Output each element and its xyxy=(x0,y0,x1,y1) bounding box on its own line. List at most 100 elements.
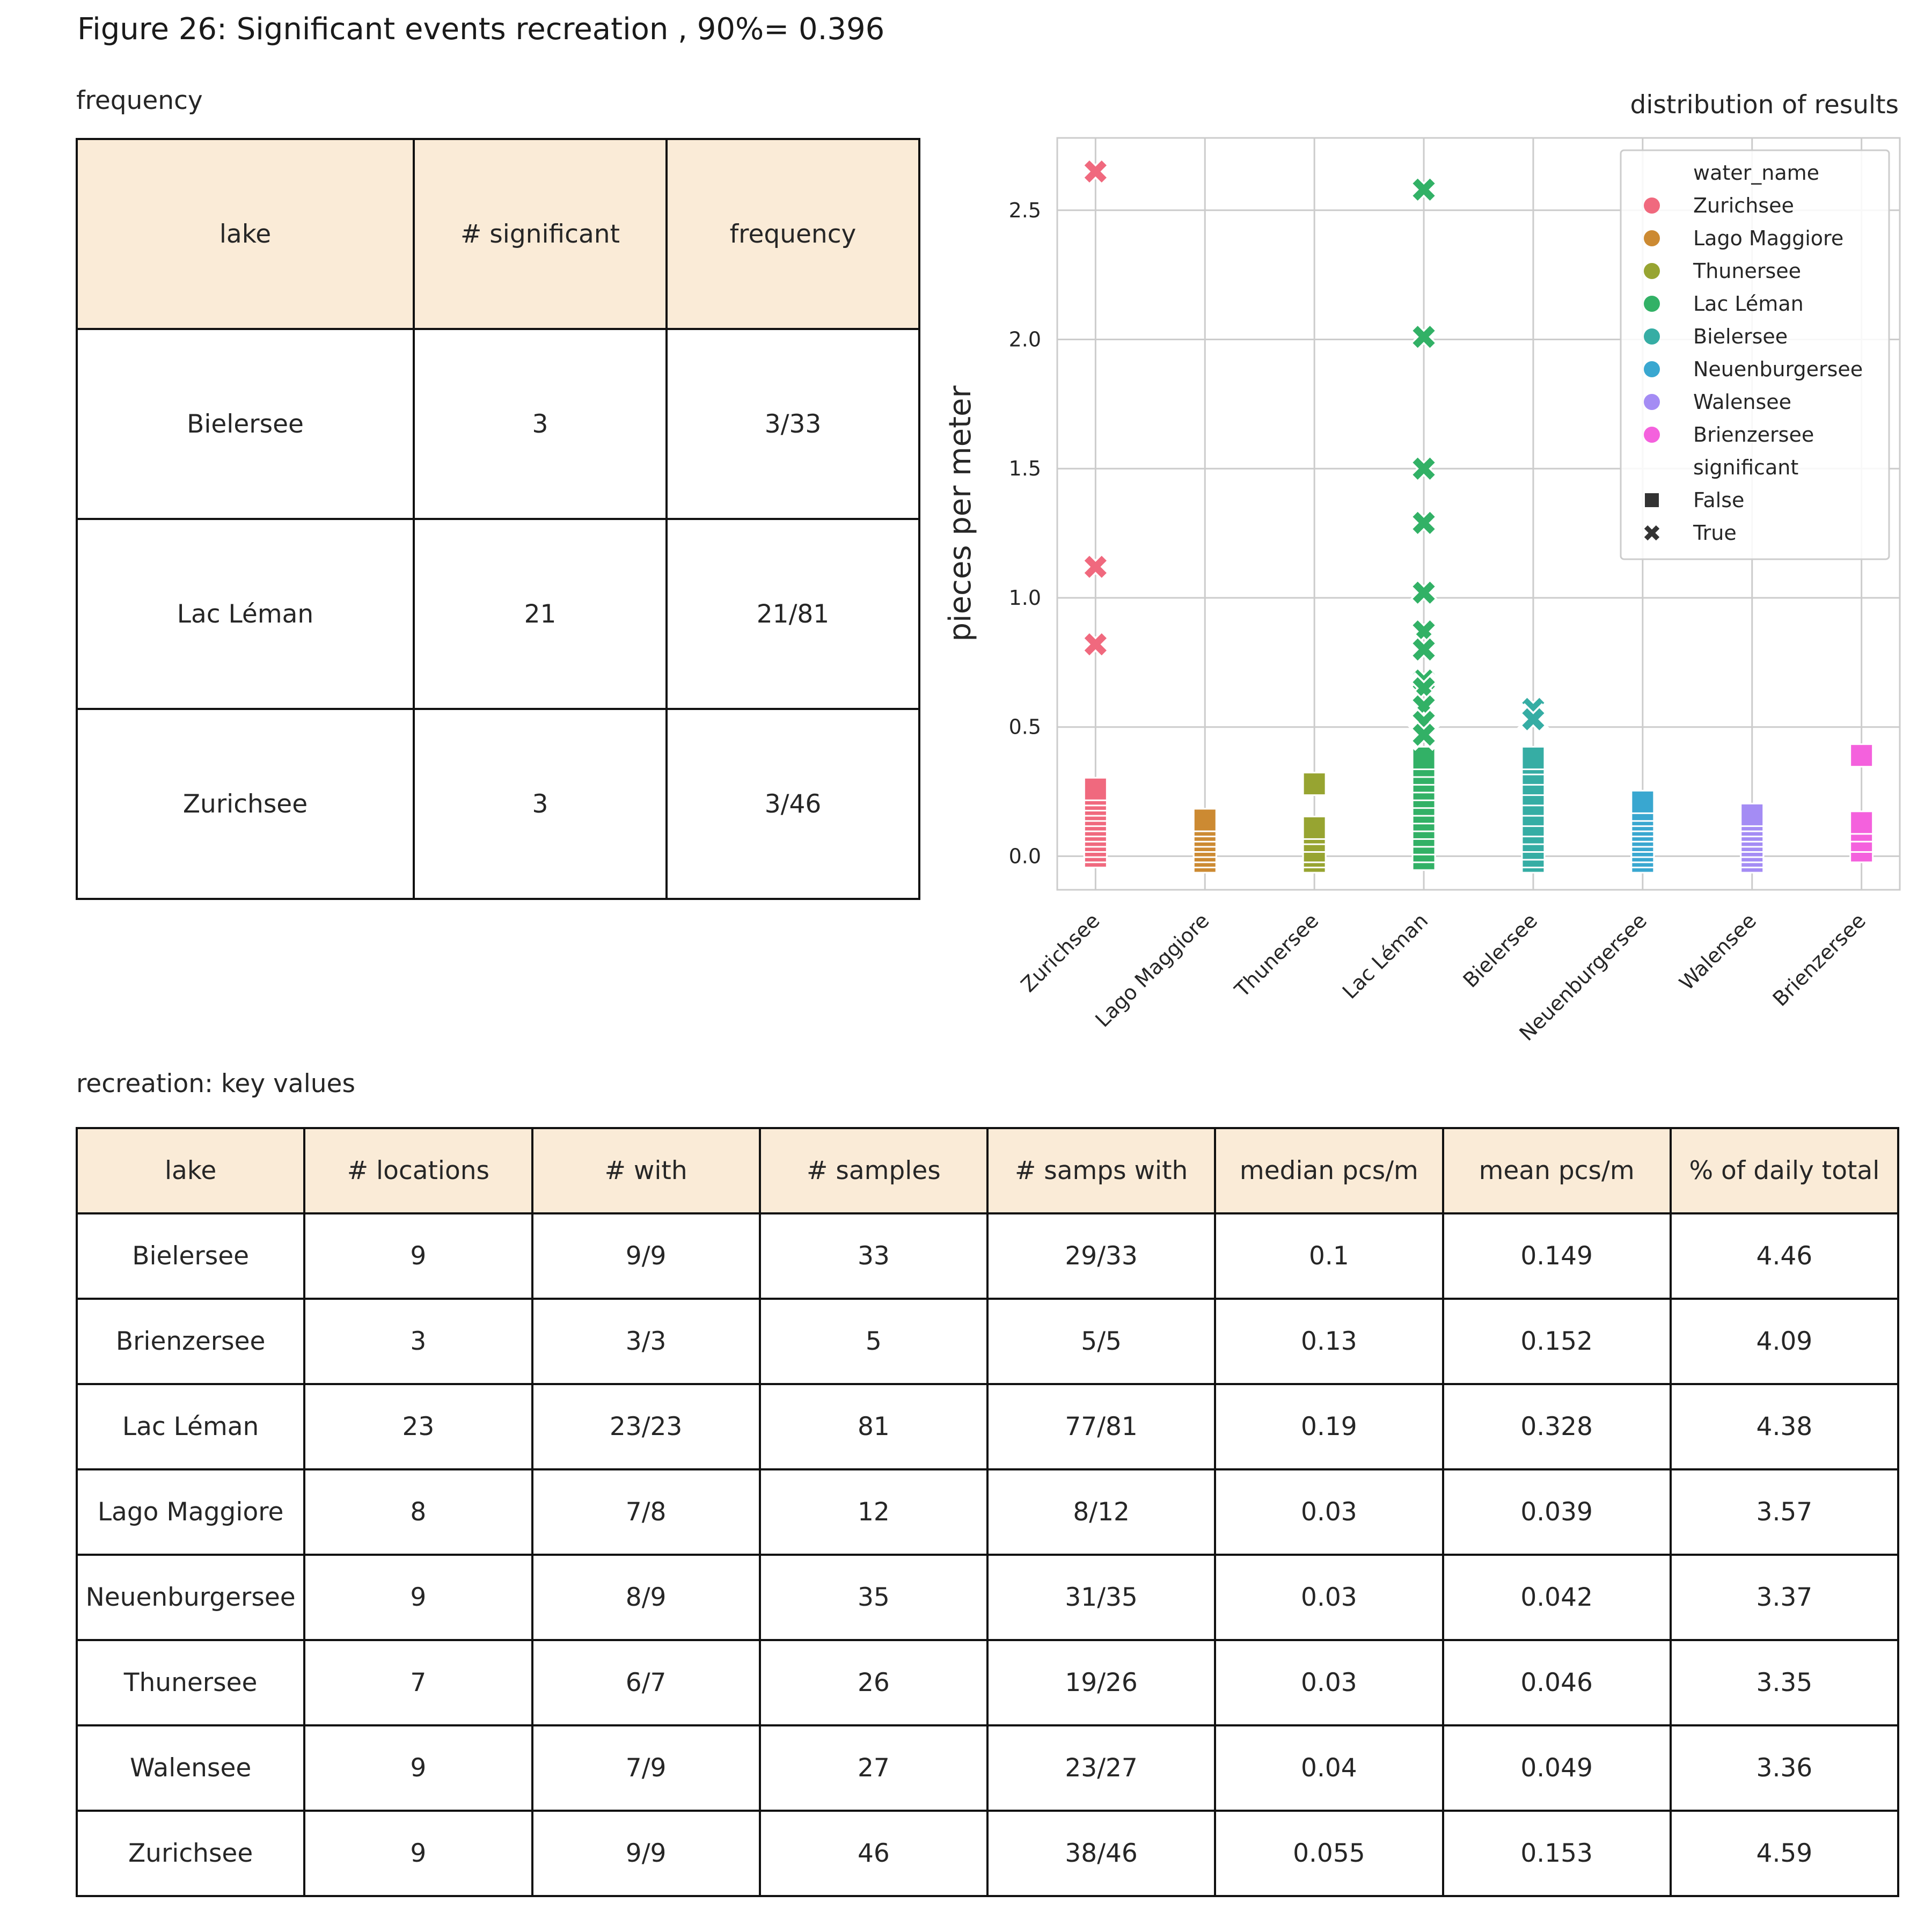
legend-marker xyxy=(1644,197,1660,214)
table-cell: 0.049 xyxy=(1441,1724,1672,1812)
table-cell: 9/9 xyxy=(531,1212,761,1300)
data-point-not-significant xyxy=(1411,745,1436,770)
header-cell: % of daily total xyxy=(1669,1127,1900,1214)
table-cell: 23 xyxy=(303,1383,533,1470)
legend-marker xyxy=(1644,394,1660,410)
header-cell: # with xyxy=(531,1127,761,1214)
legend-box xyxy=(1620,149,1890,560)
series-zurichsee xyxy=(1079,155,1112,868)
data-point-significant xyxy=(1407,173,1440,206)
series-lago-maggiore xyxy=(1192,808,1217,874)
table-cell: 23/27 xyxy=(986,1724,1217,1812)
table-row: Neuenburgersee 9 8/9 35 31/35 0.03 0.042 3.37 xyxy=(75,1554,1900,1641)
legend-hue-title: water_name xyxy=(1693,161,1819,185)
legend-entry: Brienzersee xyxy=(1693,423,1814,447)
table-cell: 4.09 xyxy=(1669,1298,1900,1385)
header-cell: lake xyxy=(75,1127,306,1214)
data-point-significant xyxy=(1079,628,1112,661)
legend-entry: Thunersee xyxy=(1693,259,1801,283)
table-row: Lac Léman 21 21/81 xyxy=(76,518,920,710)
y-tick-label: 1.5 xyxy=(1009,457,1041,480)
table-cell: 31/35 xyxy=(986,1554,1217,1641)
data-point-significant xyxy=(1407,718,1440,751)
series-bielersee xyxy=(1517,692,1550,874)
header-cell: # samples xyxy=(758,1127,989,1214)
data-point-not-significant xyxy=(1740,802,1765,827)
table-cell: 0.149 xyxy=(1441,1212,1672,1300)
legend-entry: True xyxy=(1693,521,1737,545)
table-cell: 35 xyxy=(758,1554,989,1641)
table-row: Zurichsee 9 9/9 46 38/46 0.055 0.153 4.59 xyxy=(75,1810,1900,1897)
table-cell: 0.04 xyxy=(1214,1724,1444,1812)
table-cell: 9 xyxy=(303,1810,533,1897)
x-tick-label: Thunersee xyxy=(1230,909,1323,1002)
table-cell: 33 xyxy=(758,1212,989,1300)
table-cell: 12 xyxy=(758,1468,989,1556)
data-point-significant xyxy=(1407,452,1440,485)
table-cell: 0.055 xyxy=(1214,1810,1444,1897)
table-cell: Lac Léman xyxy=(76,518,415,710)
header-cell: # significant xyxy=(413,138,668,330)
table-cell: 3 xyxy=(303,1298,533,1385)
series-lac-l-man xyxy=(1407,173,1440,871)
table-row: Walensee 9 7/9 27 23/27 0.04 0.049 3.36 xyxy=(75,1724,1900,1812)
header-cell: # locations xyxy=(303,1127,533,1214)
data-point-not-significant xyxy=(1849,743,1874,768)
y-tick-label: 0.0 xyxy=(1009,844,1041,868)
header-cell: # samps with xyxy=(986,1127,1217,1214)
table-cell: 3.57 xyxy=(1669,1468,1900,1556)
table-cell: 23/23 xyxy=(531,1383,761,1470)
table-cell: 0.152 xyxy=(1441,1298,1672,1385)
header-cell: mean pcs/m xyxy=(1441,1127,1672,1214)
table-cell: Lago Maggiore xyxy=(75,1468,306,1556)
table-cell: 21/81 xyxy=(665,518,920,710)
table-cell: 77/81 xyxy=(986,1383,1217,1470)
data-point-not-significant xyxy=(1630,789,1655,814)
y-tick-label: 2.5 xyxy=(1009,199,1041,222)
table-cell: Walensee xyxy=(75,1724,306,1812)
table-cell: 0.1 xyxy=(1214,1212,1444,1300)
table-cell: 8/9 xyxy=(531,1554,761,1641)
x-tick-label: Brienzersee xyxy=(1768,909,1870,1011)
legend-entry: Walensee xyxy=(1693,390,1791,414)
table-cell: 9 xyxy=(303,1554,533,1641)
frequency-table-title: frequency xyxy=(76,86,203,115)
x-tick-label: Lac Léman xyxy=(1338,909,1433,1004)
header-cell: lake xyxy=(76,138,415,330)
table-cell: Bielersee xyxy=(76,328,415,520)
table-cell: Zurichsee xyxy=(75,1810,306,1897)
header-cell: frequency xyxy=(665,138,920,330)
table-cell: Neuenburgersee xyxy=(75,1554,306,1641)
table-cell: 81 xyxy=(758,1383,989,1470)
y-tick-label: 0.5 xyxy=(1009,715,1041,739)
table-cell: 26 xyxy=(758,1639,989,1726)
table-row: Bielersee 3 3/33 xyxy=(76,328,920,520)
table-cell: 4.59 xyxy=(1669,1810,1900,1897)
table-cell: 0.13 xyxy=(1214,1298,1444,1385)
table-cell: 5/5 xyxy=(986,1298,1217,1385)
frequency-table: lake # significant frequency Bielersee 3… xyxy=(76,138,920,900)
table-cell: 3/46 xyxy=(665,708,920,900)
table-cell: 3.36 xyxy=(1669,1724,1900,1812)
data-point-significant xyxy=(1517,703,1550,736)
table-row: Thunersee 7 6/7 26 19/26 0.03 0.046 3.35 xyxy=(75,1639,1900,1726)
table-cell: 19/26 xyxy=(986,1639,1217,1726)
table-cell: Thunersee xyxy=(75,1639,306,1726)
legend-marker xyxy=(1644,263,1660,279)
data-point-not-significant xyxy=(1192,808,1217,832)
table-cell: 4.38 xyxy=(1669,1383,1900,1470)
table-cell: Lac Léman xyxy=(75,1383,306,1470)
table-cell: 8 xyxy=(303,1468,533,1556)
table-cell: 3.35 xyxy=(1669,1639,1900,1726)
table-cell: Zurichsee xyxy=(76,708,415,900)
table-cell: 3/3 xyxy=(531,1298,761,1385)
data-point-significant xyxy=(1407,633,1440,666)
table-cell: 0.046 xyxy=(1441,1639,1672,1726)
series-walensee xyxy=(1740,802,1765,874)
table-cell: 0.03 xyxy=(1214,1639,1444,1726)
x-tick-label: Walensee xyxy=(1675,909,1761,995)
data-point-significant xyxy=(1407,320,1440,353)
table-cell: Bielersee xyxy=(75,1212,306,1300)
legend-square-marker xyxy=(1645,493,1659,507)
table-cell: 8/12 xyxy=(986,1468,1217,1556)
